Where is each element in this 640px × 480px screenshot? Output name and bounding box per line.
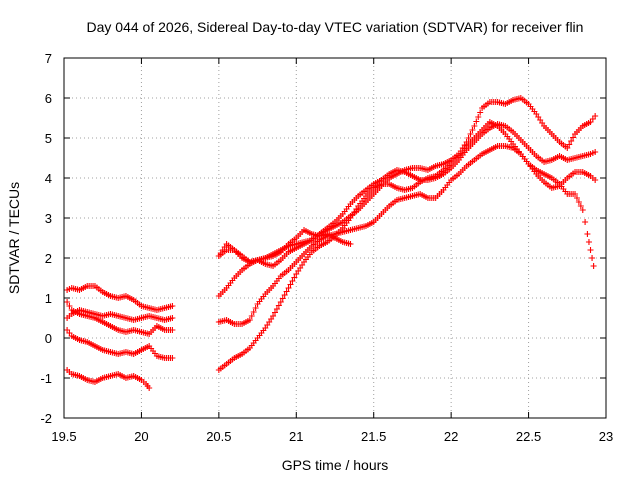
data-point <box>270 313 277 319</box>
data-point <box>465 135 472 141</box>
data-point <box>582 219 589 225</box>
chart-title: Day 044 of 2026, Sidereal Day-to-day VTE… <box>87 19 584 35</box>
x-tick-label: 23 <box>599 429 613 444</box>
data-point <box>573 195 580 201</box>
y-tick-label: 2 <box>45 251 52 266</box>
data-point <box>283 288 290 295</box>
x-tick-label: 22.5 <box>516 429 541 444</box>
data-point <box>579 207 586 213</box>
data-point <box>279 295 286 302</box>
y-tick-label: 1 <box>45 291 52 306</box>
x-tick-label: 21 <box>289 429 303 444</box>
plot-frame <box>63 57 607 419</box>
x-axis-title: GPS time / hours <box>282 457 389 473</box>
x-tick-label: 20.5 <box>206 429 231 444</box>
series-track-b <box>64 307 176 323</box>
data-point <box>564 145 571 151</box>
data-point <box>277 299 284 305</box>
data-point <box>252 305 259 311</box>
series-track-c <box>64 299 176 337</box>
data-point <box>477 109 484 116</box>
data-point <box>592 149 599 155</box>
data-point <box>289 278 296 284</box>
data-point <box>246 317 253 323</box>
data-point <box>271 309 278 316</box>
data-point <box>584 231 591 237</box>
data-point <box>66 303 73 309</box>
data-point <box>169 355 176 361</box>
data-point <box>250 309 257 315</box>
y-tick-label: -2 <box>40 411 52 426</box>
data-point <box>568 138 575 144</box>
data-point <box>587 247 594 253</box>
data-point <box>291 274 298 281</box>
y-tick-label: 4 <box>45 171 52 186</box>
y-tick-label: 6 <box>45 91 52 106</box>
data-point <box>275 302 282 309</box>
data-point <box>577 203 584 209</box>
data-point <box>585 239 592 245</box>
data-point <box>169 303 176 309</box>
series-track-e <box>64 367 153 391</box>
series-track-a <box>64 283 176 313</box>
data-point <box>572 191 579 197</box>
data-point <box>589 255 596 261</box>
y-tick-label: -1 <box>40 371 52 386</box>
y-axis-title: SDTVAR / TECUs <box>6 182 22 294</box>
x-tick-label: 22 <box>444 429 458 444</box>
series-track-d <box>64 327 176 361</box>
data-point <box>248 313 255 319</box>
data-point <box>467 131 474 137</box>
y-tick-label: 5 <box>45 131 52 146</box>
data-point <box>287 281 294 288</box>
x-tick-label: 20 <box>134 429 148 444</box>
data-point <box>273 306 280 312</box>
data-point <box>169 315 176 321</box>
series-track-j <box>215 121 599 265</box>
y-tick-label: 3 <box>45 211 52 226</box>
y-tick-label: 7 <box>45 51 52 66</box>
data-point <box>566 141 573 148</box>
data-point <box>570 134 577 141</box>
data-point <box>575 199 582 205</box>
data-point <box>592 177 599 183</box>
data-point <box>146 385 153 391</box>
data-point <box>469 127 476 133</box>
x-tick-label: 21.5 <box>361 429 386 444</box>
data-point <box>285 285 292 291</box>
data-point <box>471 123 478 129</box>
data-point <box>347 241 354 247</box>
data-points <box>64 95 599 391</box>
y-tick-label: 0 <box>45 331 52 346</box>
data-point <box>475 114 482 120</box>
data-point <box>473 118 480 125</box>
x-tick-label: 19.5 <box>51 429 76 444</box>
data-point <box>592 113 599 119</box>
data-point <box>281 292 288 298</box>
data-point <box>590 263 597 269</box>
data-point <box>64 299 71 305</box>
data-point <box>169 327 176 333</box>
